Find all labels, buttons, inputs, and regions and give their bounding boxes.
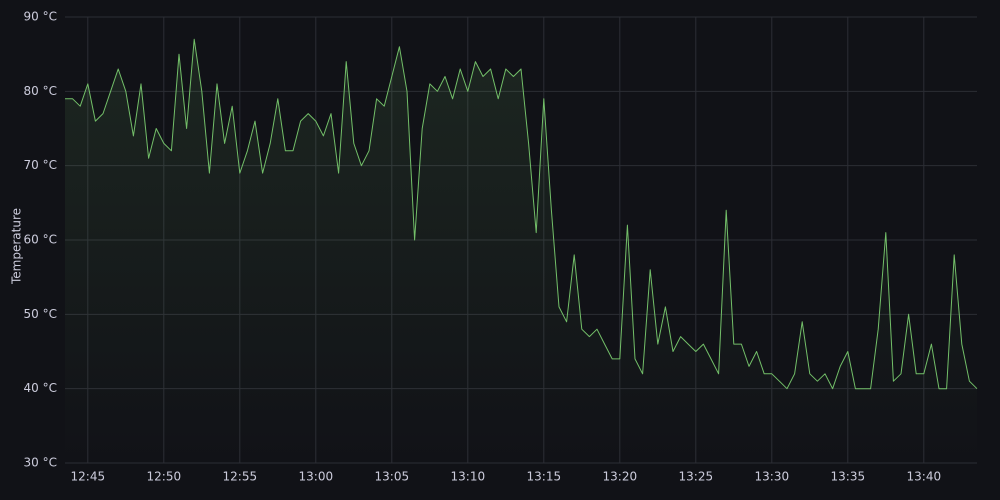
y-tick-label: 90 °C [24,10,57,24]
x-tick-label: 13:35 [831,470,866,484]
y-tick-label: 60 °C [24,233,57,247]
x-tick-label: 12:45 [71,470,106,484]
series-line [65,38,978,390]
x-tick-label: 13:25 [679,470,714,484]
x-tick-label: 13:20 [603,470,638,484]
x-tick-label: 13:40 [907,470,942,484]
x-tick-label: 13:15 [527,470,562,484]
y-tick-label: 30 °C [24,456,57,470]
x-tick-label: 13:00 [299,470,334,484]
y-axis-title: Temperature [10,208,24,285]
y-tick-label: 70 °C [24,158,57,172]
x-tick-label: 13:05 [375,470,410,484]
series-area [65,39,977,464]
y-tick-label: 50 °C [24,307,57,321]
y-tick-label: 80 °C [24,84,57,98]
x-tick-label: 13:30 [755,470,790,484]
y-tick-label: 40 °C [24,381,57,395]
x-tick-label: 13:10 [451,470,486,484]
x-tick-label: 12:50 [147,470,182,484]
x-tick-label: 12:55 [223,470,258,484]
